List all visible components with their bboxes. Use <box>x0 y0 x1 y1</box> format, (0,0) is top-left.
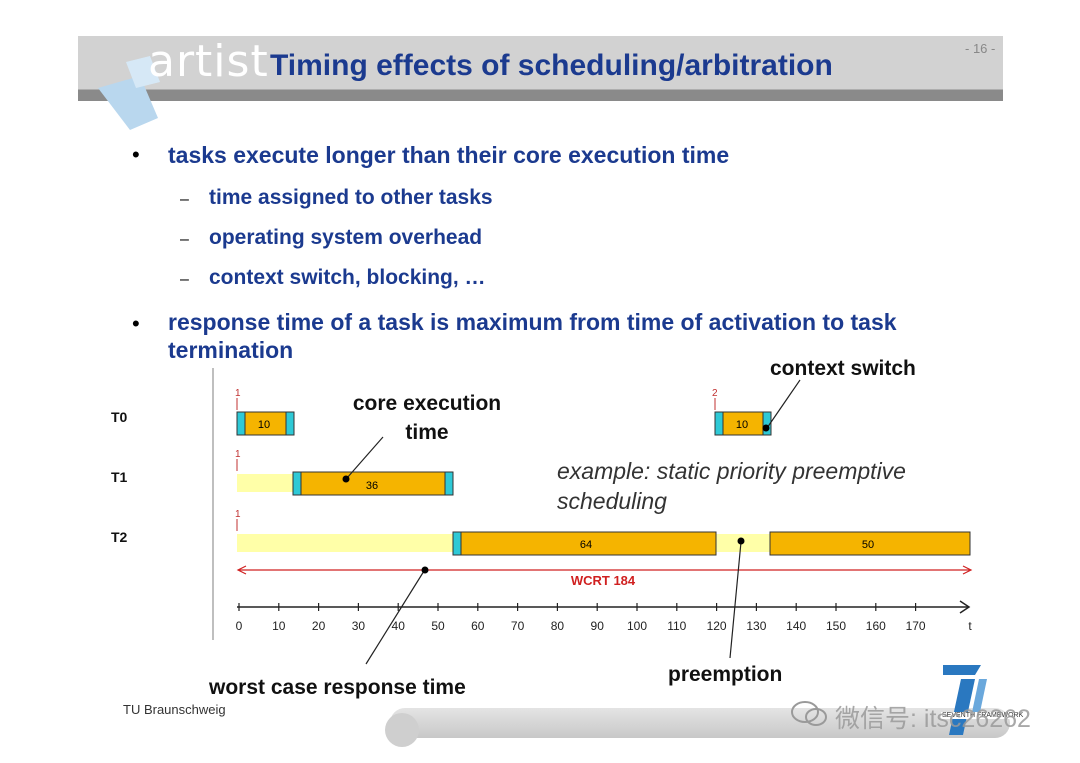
axis-tick-label: 90 <box>591 619 605 633</box>
axis-tick-label: 110 <box>667 619 686 633</box>
leader-dot <box>762 424 770 432</box>
header-bar <box>78 36 1003 101</box>
segment-label: 10 <box>258 419 270 431</box>
bullet-2: response time of a task is maximum from … <box>168 309 897 363</box>
axis-tick-label: 150 <box>826 619 846 633</box>
leader-line <box>766 379 801 429</box>
callout-worst-case: worst case response time <box>209 676 466 699</box>
axis-tick-label: 120 <box>707 619 727 633</box>
callout-context-switch: context switch <box>770 357 916 380</box>
fp7-badge-text: SEVENTH FRAMEWORK <box>941 712 1025 719</box>
axis-label: t <box>968 619 972 633</box>
axis-tick-label: 140 <box>786 619 806 633</box>
leader-dot <box>421 566 429 574</box>
context-switch-mark <box>285 411 295 436</box>
footer-institution: TU Braunschweig <box>123 702 226 717</box>
callout-core-execution: core execution time <box>352 392 502 444</box>
sub-bullet-2: operating system overhead <box>209 226 483 249</box>
sub-bullet-1: time assigned to other tasks <box>209 186 493 209</box>
activation-label: 1 <box>235 388 241 399</box>
axis-tick-label: 10 <box>272 619 286 633</box>
leader-dot <box>342 475 350 483</box>
context-switch-mark <box>762 411 772 436</box>
context-switch-mark <box>292 471 302 496</box>
bullet-dot-icon: • <box>132 311 140 336</box>
leader-dot <box>737 537 745 545</box>
axis-tick-label: 170 <box>906 619 926 633</box>
wechat-icon <box>791 701 827 726</box>
segment-label: 10 <box>736 419 748 431</box>
footer-circle-icon <box>385 713 419 747</box>
activation-label: 1 <box>235 509 241 520</box>
activation-label: 1 <box>235 449 241 460</box>
bullet-1: tasks execute longer than their core exe… <box>168 142 730 168</box>
leader-line <box>346 436 384 479</box>
context-switch-mark <box>714 411 724 436</box>
dash-icon: – <box>180 271 189 288</box>
dash-icon: – <box>180 191 189 208</box>
axis-ticks: 0 10 20 30 40 50 60 70 80 90 100 110 120 130 140 150 160… <box>236 603 926 633</box>
activation-label: 2 <box>712 388 718 399</box>
t2-waiting-bar <box>237 534 454 552</box>
example-note: example: static priority preemptive sche… <box>557 458 906 514</box>
leader-line <box>729 541 742 659</box>
t1-waiting-bar <box>237 474 294 492</box>
axis-tick-label: 20 <box>312 619 326 633</box>
axis-tick-label: 160 <box>866 619 886 633</box>
axis-tick-label: 50 <box>431 619 445 633</box>
axis-tick-label: 130 <box>746 619 766 633</box>
context-switch-mark <box>452 531 462 556</box>
task-label-t1: T1 <box>111 469 128 485</box>
axis-tick-label: 60 <box>471 619 485 633</box>
axis-tick-label: 70 <box>511 619 525 633</box>
task-label-t2: T2 <box>111 529 128 545</box>
callout-preemption: preemption <box>668 663 783 686</box>
fp7-logo-icon <box>943 665 987 735</box>
axis-tick-label: 0 <box>236 619 243 633</box>
dash-icon: – <box>180 231 189 248</box>
axis-tick-label: 100 <box>627 619 647 633</box>
wcrt-label: WCRT 184 <box>571 573 636 588</box>
segment-label: 36 <box>366 480 378 492</box>
segment-label: 64 <box>580 539 592 551</box>
t2-exec-segment <box>769 531 971 556</box>
footer-bar <box>390 708 1010 738</box>
bullet-dot-icon: • <box>132 142 140 167</box>
slide-title: Timing effects of scheduling/arbitration <box>270 49 833 82</box>
context-switch-mark <box>444 471 454 496</box>
axis-arrow-icon <box>959 600 971 614</box>
page-number: - 16 - <box>965 41 996 56</box>
task-label-t0: T0 <box>111 409 128 425</box>
logo-swoosh <box>98 56 160 130</box>
axis-tick-label: 80 <box>551 619 565 633</box>
context-switch-mark <box>236 411 246 436</box>
axis-tick-label: 40 <box>392 619 406 633</box>
watermark: 微信号: itsc26262 <box>835 705 1031 733</box>
sub-bullet-3: context switch, blocking, … <box>209 266 486 289</box>
logo: artist <box>148 36 269 87</box>
segment-label: 50 <box>862 539 874 551</box>
leader-line <box>365 570 425 665</box>
axis-tick-label: 30 <box>352 619 366 633</box>
